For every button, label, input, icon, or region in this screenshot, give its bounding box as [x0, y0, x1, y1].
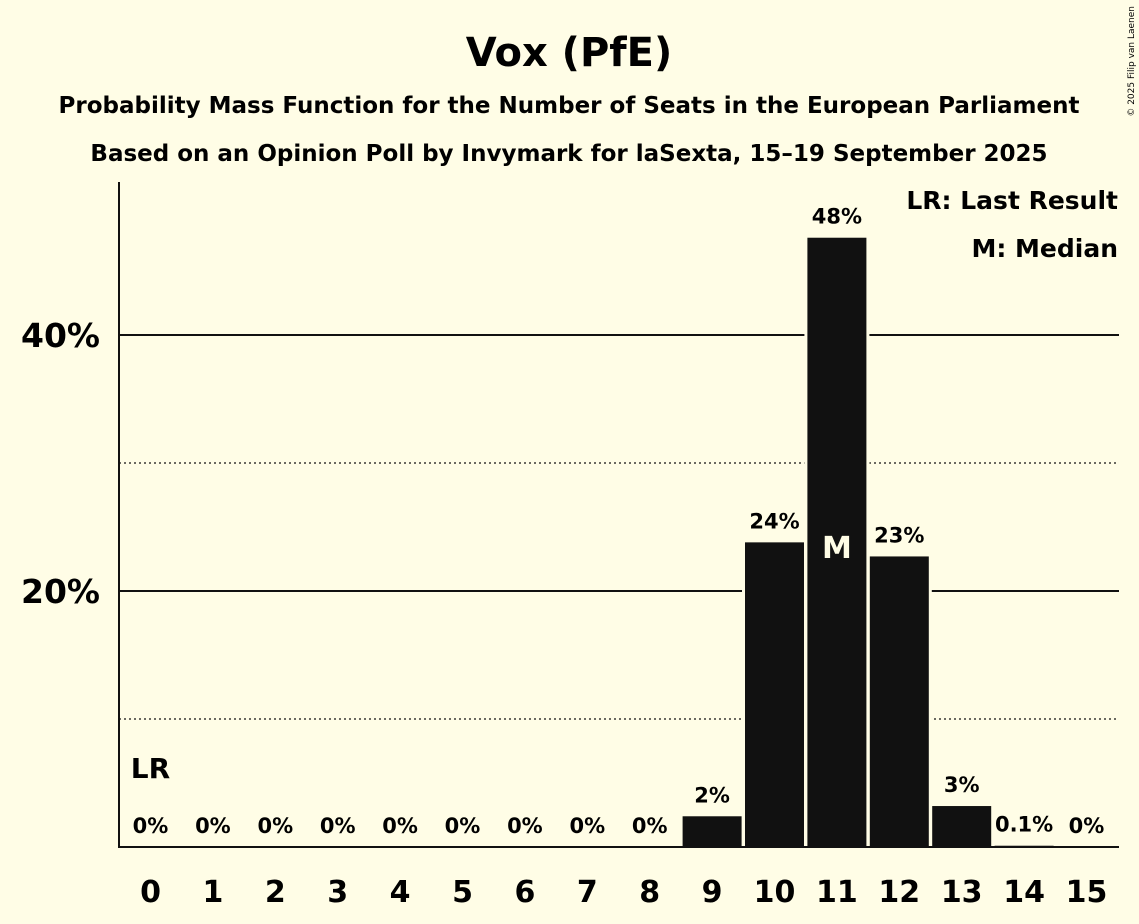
x-tick-label: 2	[265, 875, 286, 910]
last-result-marker: LR	[131, 752, 170, 785]
x-tick-label: 7	[577, 875, 598, 910]
data-label: 24%	[749, 509, 799, 533]
data-label: 0%	[133, 814, 169, 838]
x-tick-label: 12	[878, 875, 920, 910]
x-tick-label: 5	[452, 875, 473, 910]
data-label: 0%	[257, 814, 293, 838]
bars	[679, 234, 1057, 848]
data-label: 2%	[694, 783, 730, 807]
bar	[807, 237, 867, 848]
data-label: 0%	[632, 814, 668, 838]
data-label: 0%	[507, 814, 543, 838]
x-tick-label: 13	[941, 875, 983, 910]
x-tick-label: 10	[754, 875, 796, 910]
bar	[682, 816, 742, 847]
bar-halo	[991, 842, 1057, 847]
chart-title: Vox (PfE)	[466, 30, 673, 76]
data-labels: 0% 0% 0% 0% 0% 0% 0% 0% 0% 2% 24% 48% 23% 3% 0.1% 0% M LR	[131, 205, 1105, 838]
x-tick-label: 8	[639, 875, 660, 910]
x-tick-label: 0	[140, 875, 161, 910]
bar	[745, 542, 804, 847]
data-label: 0%	[445, 814, 481, 838]
data-label: 23%	[874, 523, 924, 547]
axes: 20%40%0 1 2 3 4 5 6 7 8 9 10 11 12 13 14 15	[21, 182, 1119, 910]
legend-last-result: LR: Last Result	[906, 186, 1118, 215]
y-tick-label: 20%	[21, 572, 100, 611]
data-label: 48%	[812, 205, 862, 229]
x-tick-label: 1	[202, 875, 223, 910]
x-tick-label: 6	[514, 875, 535, 910]
data-label: 0%	[195, 814, 231, 838]
data-label: 0%	[1069, 814, 1105, 838]
x-tick-label: 9	[702, 875, 723, 910]
x-tick-label: 14	[1003, 875, 1045, 910]
x-tick-label: 15	[1066, 875, 1108, 910]
median-marker: M	[822, 531, 852, 566]
data-label: 3%	[944, 773, 980, 797]
bar	[932, 806, 992, 847]
data-label: 0%	[569, 814, 605, 838]
x-tick-label: 4	[390, 875, 411, 910]
copyright-notice: © 2025 Filip van Laenen	[1127, 6, 1137, 117]
x-tick-label: 11	[816, 875, 858, 910]
x-tick-label: 3	[327, 875, 348, 910]
data-label: 0%	[320, 814, 356, 838]
legend-median: M: Median	[971, 234, 1118, 263]
gridlines	[119, 334, 1119, 720]
chart-subtitle-1: Probability Mass Function for the Number…	[59, 93, 1080, 119]
y-tick-label: 40%	[21, 316, 100, 355]
data-label: 0.1%	[995, 813, 1053, 837]
bar	[869, 556, 929, 847]
chart-subtitle-2: Based on an Opinion Poll by Invymark for…	[90, 141, 1047, 167]
data-label: 0%	[382, 814, 418, 838]
